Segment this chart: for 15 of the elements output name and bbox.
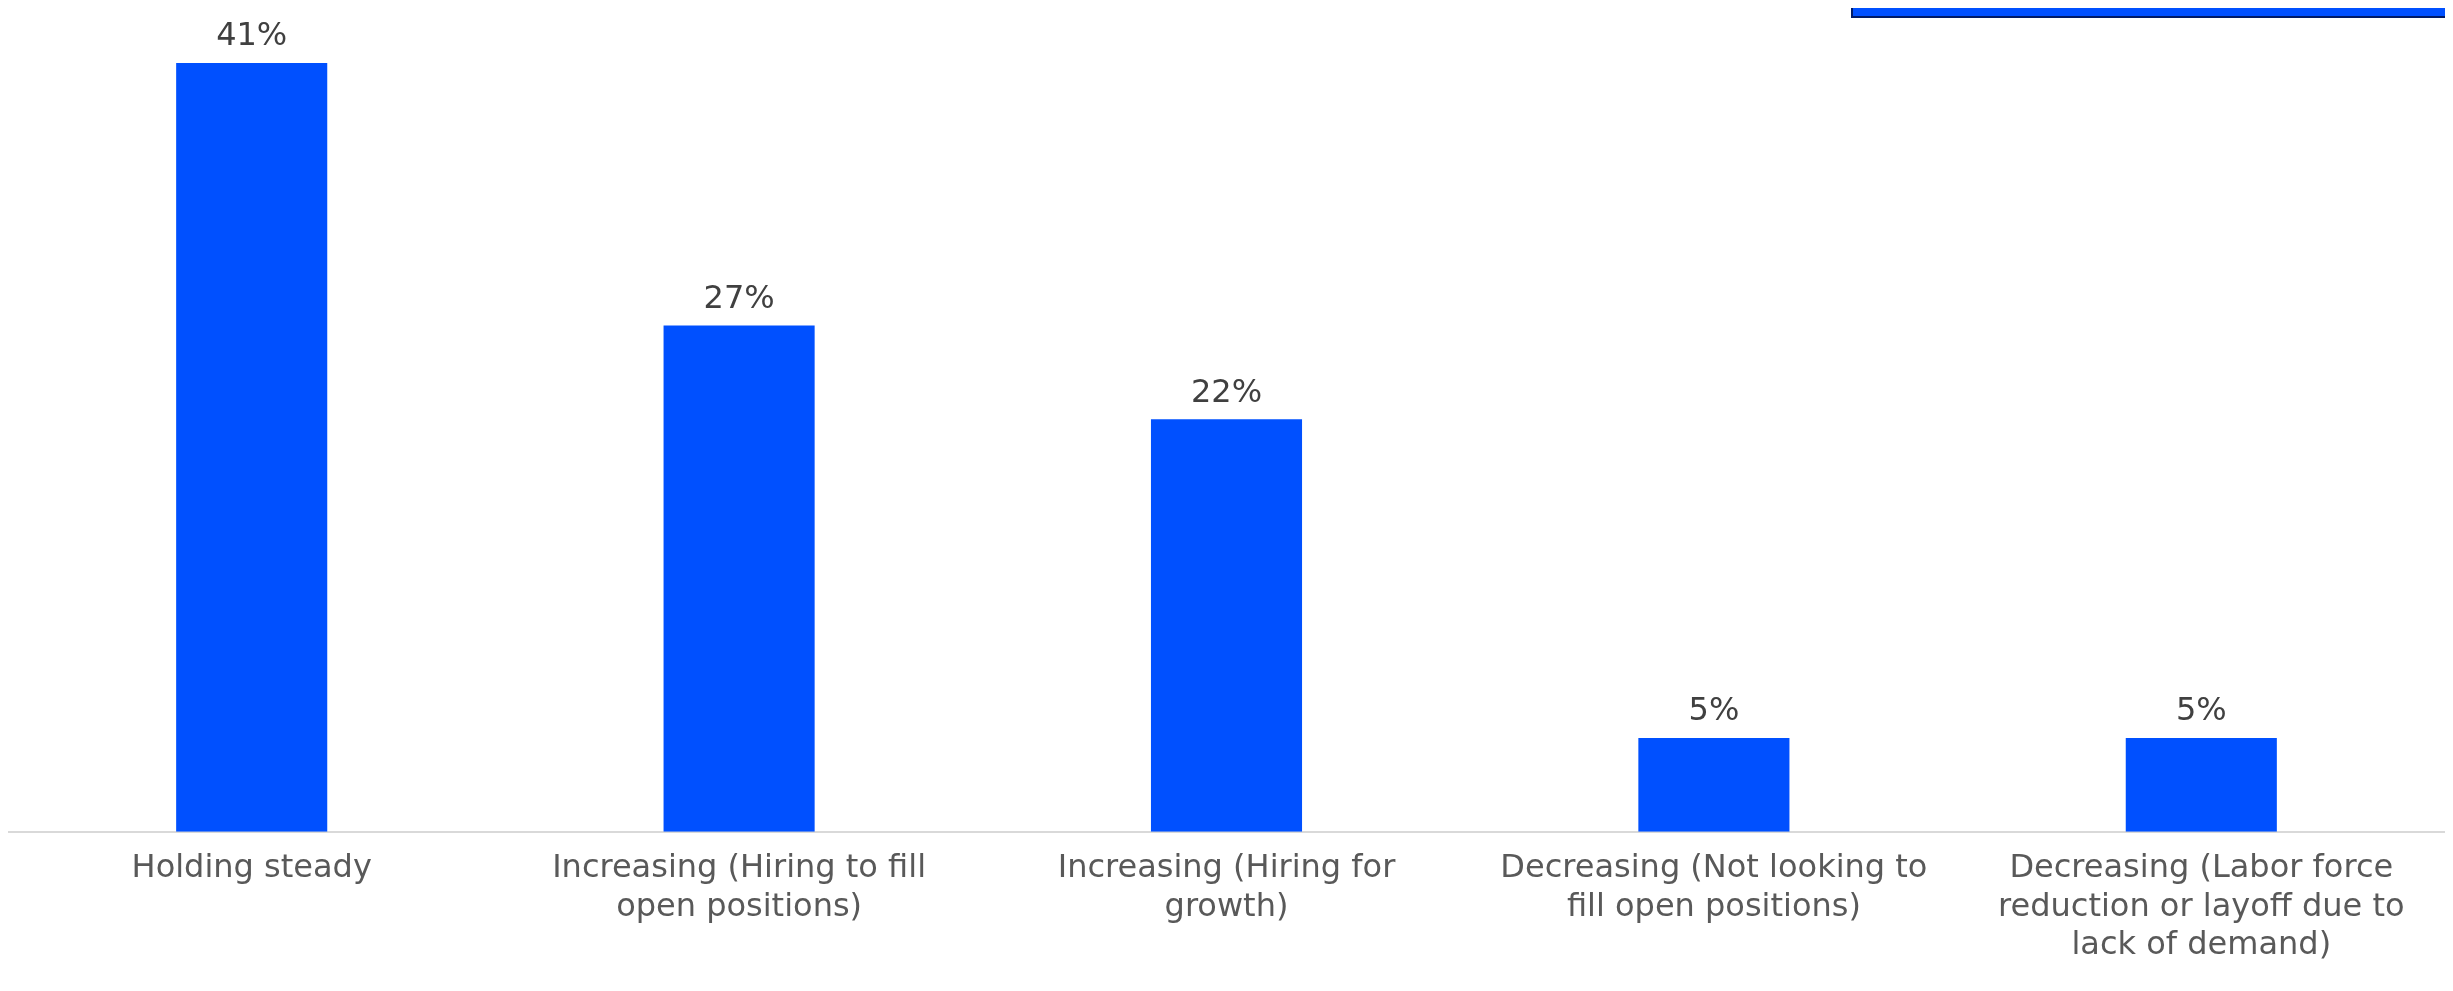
data-label: 5%	[2175, 690, 2227, 729]
bar	[1150, 419, 1303, 832]
x-tick-label: Increasing (Hiring for growth)	[1057, 847, 1397, 924]
data-label: 41%	[216, 15, 288, 54]
x-tick-label: Increasing (Hiring to fill open positions)	[552, 847, 927, 924]
x-tick-label: Decreasing (Labor force reduction or layoff due to lack of demand)	[1998, 847, 2405, 963]
bar	[663, 325, 815, 832]
bar	[176, 63, 328, 832]
data-label: 22%	[1190, 371, 1263, 410]
x-tick-label: Decreasing (Not looking to fill open positions)	[1500, 847, 1928, 924]
bar	[1638, 738, 1790, 832]
bar	[2125, 738, 2277, 832]
x-tick-label: Holding steady	[131, 847, 372, 886]
data-label: 27%	[703, 277, 775, 316]
data-label: 5%	[1688, 690, 1740, 729]
